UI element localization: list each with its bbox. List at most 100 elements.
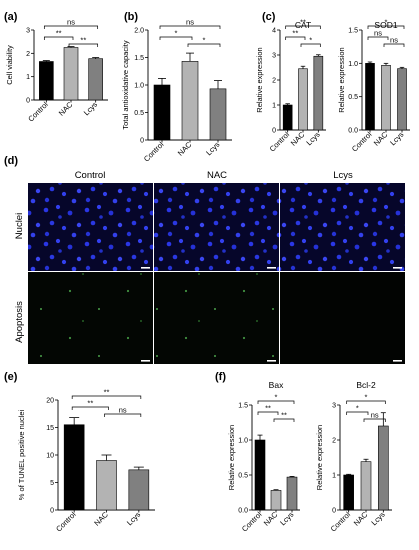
- significance-label: **: [87, 399, 93, 408]
- y-tick-label: 0: [26, 98, 30, 105]
- significance-label: *: [309, 36, 312, 45]
- y-tick-label: 0.0: [238, 508, 248, 515]
- significance-label: *: [356, 404, 359, 413]
- significance-bracket: [346, 411, 369, 415]
- scale-bar: [141, 360, 150, 362]
- significance-bracket: [273, 418, 295, 422]
- significance-label: **: [281, 411, 287, 420]
- significance-bracket: [383, 43, 405, 47]
- y-tick-label: 0.5: [134, 110, 144, 117]
- image-nuclei-control: [28, 183, 153, 271]
- significance-label: ns: [371, 411, 379, 420]
- y-tick-label: 1.5: [134, 55, 144, 62]
- chart-title: Bax: [269, 380, 284, 390]
- y-tick-label: 0.5: [348, 94, 358, 101]
- y-tick-label: 2: [26, 51, 30, 58]
- y-tick-label: 0: [50, 508, 54, 515]
- scale-bar: [267, 360, 276, 362]
- y-tick-label: 4: [272, 28, 276, 35]
- bar: [381, 65, 391, 131]
- x-tick-label: NAC: [289, 130, 307, 148]
- y-tick-label: 20: [46, 398, 54, 405]
- y-tick-label: 1.5: [238, 403, 248, 410]
- chart-title: Bcl-2: [356, 380, 376, 390]
- bar: [313, 55, 324, 131]
- x-tick-label: Lcys: [125, 510, 142, 527]
- significance-bracket: [71, 395, 142, 399]
- significance-bracket: [43, 36, 74, 40]
- bar: [343, 474, 354, 511]
- y-tick-label: 2: [272, 78, 276, 85]
- bar: [88, 58, 103, 101]
- y-tick-label: 5: [50, 480, 54, 487]
- x-tick-label: Lcys: [204, 140, 221, 157]
- bar: [209, 88, 227, 141]
- bar: [378, 425, 389, 511]
- bar: [96, 460, 117, 511]
- y-tick-label: 1.0: [134, 83, 144, 90]
- micrograph-grid: Control NAC Lcys Nuclei Apoptosis: [14, 170, 405, 364]
- panel-label-f: (f): [215, 371, 226, 383]
- significance-bracket: [71, 406, 109, 410]
- bar: [360, 461, 372, 511]
- bar: [39, 61, 54, 101]
- row-label-apoptosis: Apoptosis: [14, 301, 25, 343]
- y-axis-label: Relative expression: [255, 47, 264, 112]
- significance-label: **: [292, 29, 298, 38]
- y-tick-label: 0: [272, 128, 276, 135]
- y-axis-label: Total antioxidative capacity: [121, 40, 130, 129]
- x-tick-label: Lcys: [304, 130, 321, 147]
- y-axis-label: Relative expression: [337, 47, 346, 112]
- y-tick-label: 3: [332, 403, 336, 410]
- y-tick-label: 0.0: [348, 128, 358, 135]
- scale-bar: [267, 267, 276, 269]
- chart-b: 0 0.5 1.0 1.5 2.0 Total antioxidative capacit…: [121, 18, 232, 164]
- x-tick-label: NAC: [57, 100, 75, 118]
- significance-label: ns: [67, 18, 75, 27]
- significance-label: ns: [374, 29, 382, 38]
- significance-label: *: [175, 29, 178, 38]
- y-tick-label: 1: [26, 74, 30, 81]
- column-label-control: Control: [75, 170, 106, 181]
- y-tick-label: 15: [46, 425, 54, 432]
- image-apoptosis-nac: [154, 272, 279, 364]
- bar: [254, 439, 266, 511]
- significance-bracket: [159, 36, 193, 40]
- bar: [286, 476, 298, 511]
- scale-bar: [393, 360, 402, 362]
- y-tick-label: 1.0: [348, 61, 358, 68]
- bar: [153, 84, 171, 141]
- bar: [63, 47, 79, 101]
- y-tick-label: 0: [332, 508, 336, 515]
- bar: [128, 469, 150, 511]
- y-axis-label: Cell viability: [5, 45, 14, 85]
- y-tick-label: 1: [272, 103, 276, 110]
- panel-label-c: (c): [262, 11, 276, 23]
- y-tick-label: 10: [46, 453, 54, 460]
- significance-label: *: [385, 18, 388, 27]
- bar: [181, 61, 199, 141]
- significance-bracket: [257, 411, 279, 415]
- x-tick-label: Control: [142, 140, 166, 164]
- significance-bracket: [285, 25, 321, 29]
- significance-label: ns: [186, 18, 194, 27]
- significance-bracket: [367, 36, 389, 40]
- y-axis-label: % of TUNEL positive nuclei: [17, 409, 26, 500]
- x-tick-label: NAC: [372, 130, 390, 148]
- significance-label: *: [365, 393, 368, 402]
- row-label-nuclei: Nuclei: [14, 213, 25, 239]
- y-tick-label: 1.5: [348, 28, 358, 35]
- significance-label: **: [56, 29, 62, 38]
- chart-title: SOD1: [374, 20, 397, 30]
- image-apoptosis-lcys: [280, 272, 405, 364]
- chart-e: 0 5 10 15 20 % of TUNEL positive nuclei Contro…: [17, 388, 155, 534]
- significance-bracket: [346, 400, 386, 404]
- panel-label-d: (d): [4, 155, 18, 167]
- significance-label: *: [203, 36, 206, 45]
- significance-bracket: [187, 43, 221, 47]
- column-label-nac: NAC: [207, 170, 227, 181]
